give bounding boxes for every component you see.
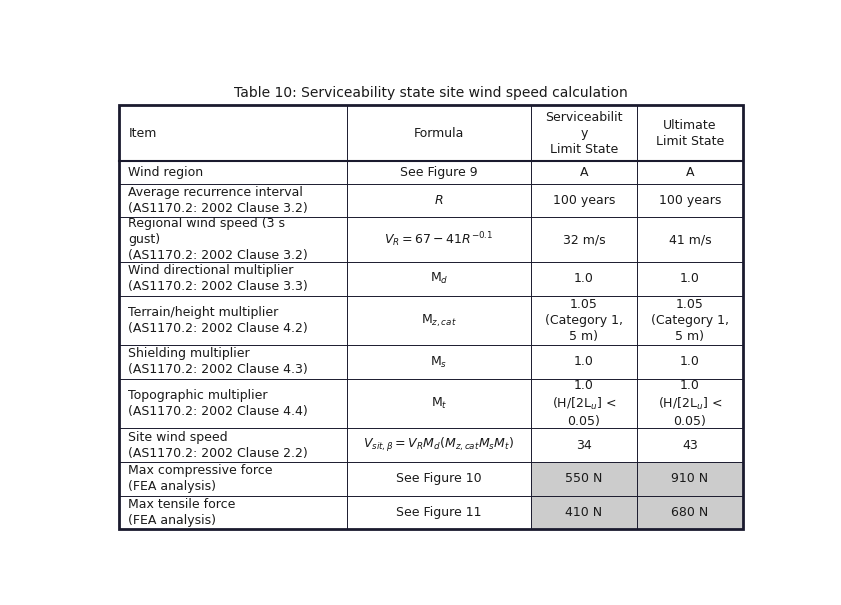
Text: See Figure 11: See Figure 11 [396, 506, 482, 519]
Text: Topographic multiplier
(AS1170.2: 2002 Clause 4.4): Topographic multiplier (AS1170.2: 2002 C… [129, 389, 308, 418]
Bar [531, 262, 637, 296]
Bar [531, 296, 637, 345]
Text: See Figure 9: See Figure 9 [400, 166, 478, 179]
Text: 1.0
(H/[2L$_u$] <
0.05): 1.0 (H/[2L$_u$] < 0.05) [552, 379, 616, 428]
Text: See Figure 10: See Figure 10 [396, 472, 482, 485]
Text: 34: 34 [576, 439, 592, 451]
Text: R: R [435, 194, 443, 207]
Bar [637, 183, 743, 217]
Text: 1.0
(H/[2L$_u$] <
0.05): 1.0 (H/[2L$_u$] < 0.05) [658, 379, 722, 428]
Text: Wind directional multiplier
(AS1170.2: 2002 Clause 3.3): Wind directional multiplier (AS1170.2: 2… [129, 264, 308, 293]
Text: Average recurrence interval
(AS1170.2: 2002 Clause 3.2): Average recurrence interval (AS1170.2: 2… [129, 186, 308, 215]
Text: Max tensile force
(FEA analysis): Max tensile force (FEA analysis) [129, 498, 235, 527]
Bar [531, 379, 637, 428]
Text: Shielding multiplier
(AS1170.2: 2002 Clause 4.3): Shielding multiplier (AS1170.2: 2002 Cla… [129, 347, 308, 376]
Text: M$_t$: M$_t$ [431, 396, 447, 411]
Text: $V_{sit,\beta}=V_RM_d\left(M_{z,cat}M_sM_t\right)$: $V_{sit,\beta}=V_RM_d\left(M_{z,cat}M_sM… [363, 436, 515, 454]
Bar [119, 105, 346, 161]
Bar [119, 379, 346, 428]
Text: 41 m/s: 41 m/s [669, 233, 711, 246]
Text: Formula: Formula [414, 126, 464, 140]
Bar [346, 495, 531, 529]
Bar [346, 105, 531, 161]
Text: 100 years: 100 years [659, 194, 721, 207]
Bar [531, 428, 637, 462]
Text: Site wind speed
(AS1170.2: 2002 Clause 2.2): Site wind speed (AS1170.2: 2002 Clause 2… [129, 431, 308, 460]
Bar [637, 462, 743, 495]
Text: 100 years: 100 years [553, 194, 615, 207]
Bar [346, 217, 531, 262]
Text: 910 N: 910 N [671, 472, 708, 485]
Bar [531, 183, 637, 217]
Text: Terrain/height multiplier
(AS1170.2: 2002 Clause 4.2): Terrain/height multiplier (AS1170.2: 200… [129, 306, 308, 335]
Text: M$_{z,cat}$: M$_{z,cat}$ [420, 312, 457, 329]
Bar [119, 495, 346, 529]
Bar [119, 428, 346, 462]
Bar [346, 462, 531, 495]
Text: 1.0: 1.0 [574, 272, 594, 286]
Bar [346, 161, 531, 183]
Bar [119, 161, 346, 183]
Text: A: A [685, 166, 694, 179]
Text: Max compressive force
(FEA analysis): Max compressive force (FEA analysis) [129, 464, 272, 493]
Bar [119, 183, 346, 217]
Bar [531, 495, 637, 529]
Text: Table 10: Serviceability state site wind speed calculation: Table 10: Serviceability state site wind… [234, 87, 628, 100]
Bar [637, 345, 743, 379]
Text: 680 N: 680 N [671, 506, 709, 519]
Bar [637, 161, 743, 183]
Bar [119, 345, 346, 379]
Text: M$_d$: M$_d$ [430, 272, 448, 286]
Bar [346, 379, 531, 428]
Bar [637, 379, 743, 428]
Text: Wind region: Wind region [129, 166, 204, 179]
Text: 43: 43 [682, 439, 698, 451]
Bar [637, 495, 743, 529]
Bar [119, 462, 346, 495]
Bar [346, 428, 531, 462]
Bar [531, 161, 637, 183]
Bar [531, 345, 637, 379]
Bar [637, 428, 743, 462]
Bar [346, 262, 531, 296]
Bar [531, 105, 637, 161]
Text: 550 N: 550 N [565, 472, 602, 485]
Text: 1.05
(Category 1,
5 m): 1.05 (Category 1, 5 m) [651, 298, 729, 343]
Text: Regional wind speed (3 s
gust)
(AS1170.2: 2002 Clause 3.2): Regional wind speed (3 s gust) (AS1170.2… [129, 217, 308, 262]
Bar [119, 217, 346, 262]
Text: Ultimate
Limit State: Ultimate Limit State [656, 119, 724, 148]
Text: $V_R = 67-41R^{-0.1}$: $V_R = 67-41R^{-0.1}$ [384, 231, 494, 249]
Bar [346, 345, 531, 379]
Bar [637, 296, 743, 345]
Bar [119, 296, 346, 345]
Text: Serviceabilit
y
Limit State: Serviceabilit y Limit State [545, 111, 622, 155]
Text: M$_s$: M$_s$ [430, 355, 447, 370]
Text: 1.05
(Category 1,
5 m): 1.05 (Category 1, 5 m) [545, 298, 623, 343]
Text: A: A [579, 166, 588, 179]
Text: 1.0: 1.0 [680, 356, 700, 368]
Bar [531, 462, 637, 495]
Bar [346, 296, 531, 345]
Bar [637, 217, 743, 262]
Bar [119, 262, 346, 296]
Text: 410 N: 410 N [565, 506, 602, 519]
Text: Item: Item [129, 126, 156, 140]
Text: 1.0: 1.0 [680, 272, 700, 286]
Bar [346, 183, 531, 217]
Bar [637, 105, 743, 161]
Bar [531, 217, 637, 262]
Bar [637, 262, 743, 296]
Text: 32 m/s: 32 m/s [563, 233, 606, 246]
Text: 1.0: 1.0 [574, 356, 594, 368]
